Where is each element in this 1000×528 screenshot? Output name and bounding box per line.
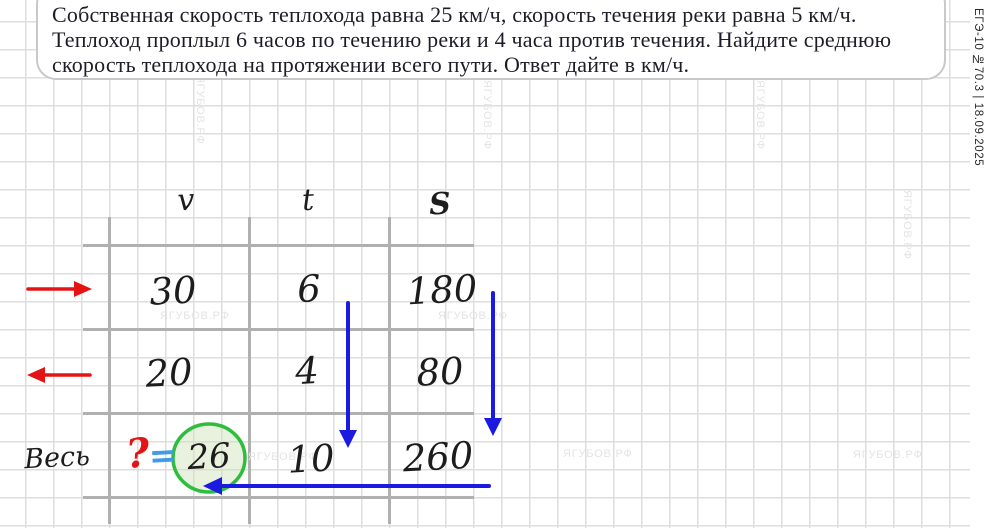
right-margin <box>970 0 1000 528</box>
table-line-vertical <box>108 217 111 524</box>
problem-text-line: Собственная скорость теплохода равна 25 … <box>52 2 857 27</box>
table-line-horizontal <box>83 496 474 499</box>
watermark: ЯГУБОВ.РФ <box>438 310 508 322</box>
cell-total-distance: 260 <box>401 433 475 481</box>
watermark: ЯГУБОВ.РФ <box>901 190 913 260</box>
row-label-total: Весь <box>23 440 91 476</box>
cell-downstream-speed: 30 <box>148 268 198 314</box>
watermark: ЯГУБОВ.РФ <box>160 310 230 322</box>
watermark: ЯГУБОВ.РФ <box>481 80 493 150</box>
problem-text-line: Теплоход проплыл 6 часов по течению реки… <box>52 27 892 52</box>
cell-upstream-time: 4 <box>294 348 320 394</box>
cell-downstream-time: 6 <box>296 266 322 312</box>
exam-caption: ЕГЭ-10 №70.3 | 18.09.2025 <box>972 8 984 167</box>
watermark: ЯГУБОВ.РФ <box>754 80 766 150</box>
watermark: ЯГУБОВ.РФ <box>853 449 923 461</box>
problem-statement-box: Собственная скорость теплохода равна 25 … <box>36 0 946 80</box>
equals-sign: = <box>147 435 179 477</box>
problem-text-line: скорость теплохода на протяжении всего п… <box>52 52 690 77</box>
table-line-horizontal <box>83 412 474 415</box>
cell-upstream-distance: 80 <box>415 349 465 395</box>
cell-total-time: 10 <box>286 436 336 482</box>
cell-total-speed-answer: 26 <box>186 435 232 479</box>
header-speed: v <box>176 182 196 219</box>
table-line-vertical <box>248 217 251 524</box>
table-line-vertical <box>388 217 391 524</box>
watermark: ЯГУБОВ.РФ <box>248 451 318 463</box>
cell-downstream-distance: 180 <box>405 266 479 314</box>
header-time: t <box>301 182 315 219</box>
header-distance: S <box>428 186 452 223</box>
watermark: ЯГУБОВ.РФ <box>194 75 206 145</box>
table-line-horizontal <box>83 328 474 331</box>
table-line-horizontal <box>83 244 474 247</box>
graph-paper-grid <box>0 0 970 528</box>
watermark: ЯГУБОВ.РФ <box>563 448 633 460</box>
cell-upstream-speed: 20 <box>144 350 194 396</box>
